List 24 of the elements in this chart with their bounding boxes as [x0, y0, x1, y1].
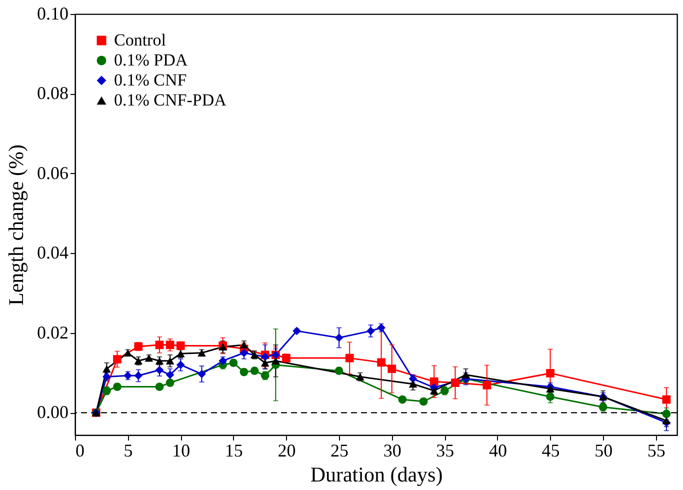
x-tick-label: 55: [647, 440, 666, 460]
y-tick-label: 0.00: [37, 402, 68, 422]
x-tick-label: 15: [224, 440, 243, 460]
x-tick-label: 45: [542, 440, 560, 460]
x-tick-label: 50: [594, 440, 613, 460]
x-axis-title: Duration (days): [310, 462, 443, 486]
y-tick-label: 0.04: [37, 242, 68, 263]
x-tick-label: 0: [76, 440, 84, 460]
legend-label: 0.1% CNF-PDA: [114, 90, 228, 110]
x-tick-label: 5: [124, 440, 133, 460]
x-tick-label: 20: [278, 440, 296, 460]
legend-label: Control: [114, 30, 166, 50]
y-axis-title: Length change (%): [4, 144, 28, 306]
x-tick-label: 30: [383, 440, 402, 460]
y-tick-label: 0.08: [37, 83, 68, 104]
x-tick-label: 25: [330, 440, 349, 460]
legend-label: 0.1% PDA: [114, 50, 188, 70]
x-tick-label: 10: [172, 440, 190, 460]
y-tick-label: 0.02: [37, 322, 68, 342]
x-tick-label: 35: [436, 440, 454, 460]
y-tick-label: 0.10: [37, 4, 68, 24]
x-tick-label: 40: [488, 440, 507, 460]
legend-label: 0.1% CNF: [114, 70, 187, 90]
y-tick-label: 0.06: [37, 162, 68, 183]
